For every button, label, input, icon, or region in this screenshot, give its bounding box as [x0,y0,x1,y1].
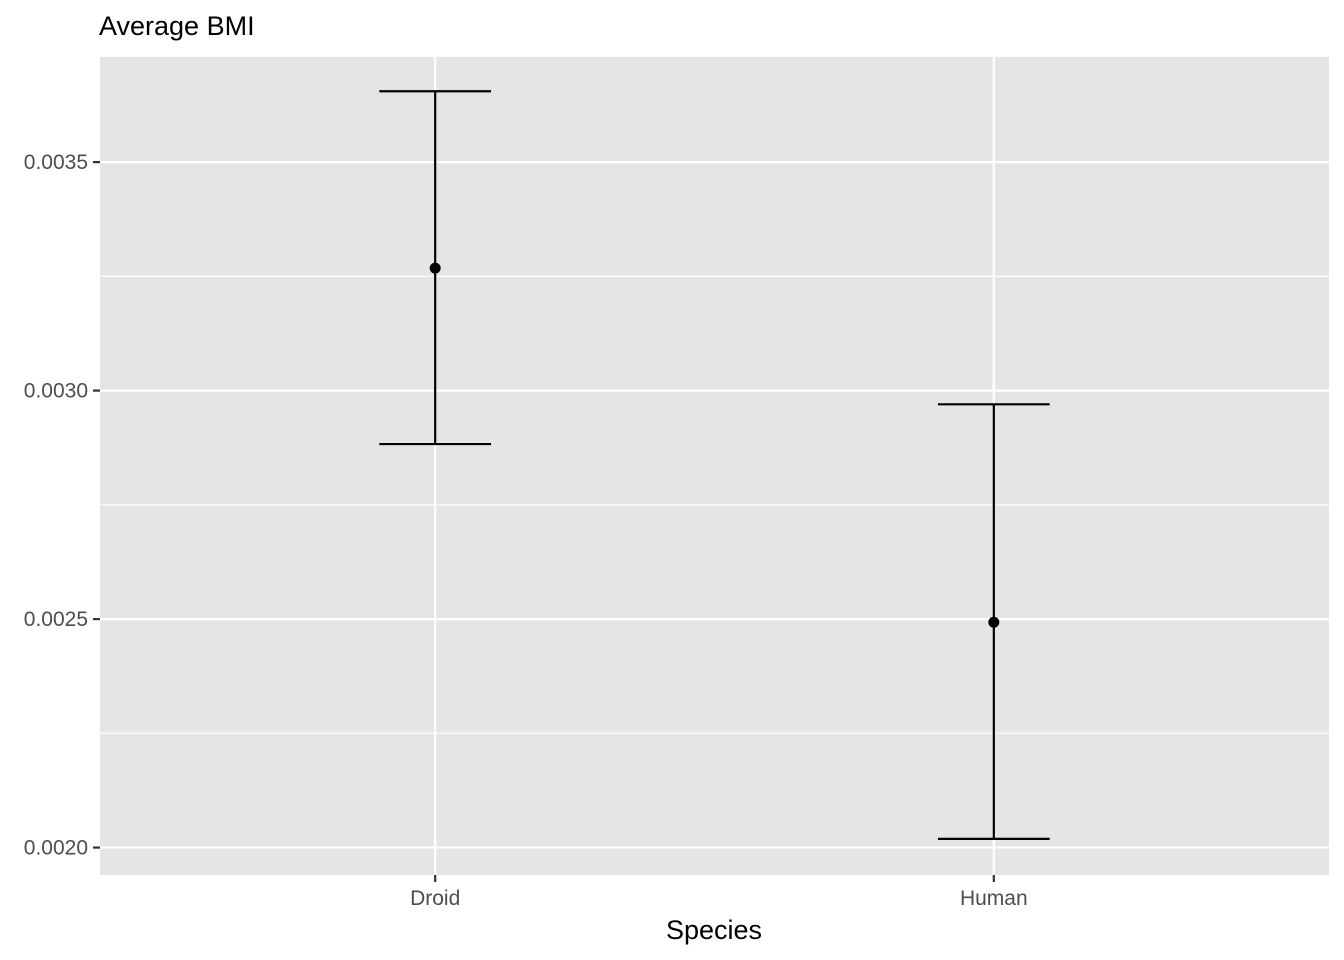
plot-panel [100,57,1329,875]
grid-minor-lines [100,275,1329,734]
y-tick-label: 0.0020 [24,837,88,860]
x-axis: Droid Human [410,875,1028,910]
y-tick-label: 0.0025 [24,608,88,631]
x-tick-label: Human [960,887,1028,910]
x-tick-label: Droid [410,887,460,910]
error-bar-human [937,403,1050,840]
mean-point [988,616,1000,628]
y-axis: 0.0020 0.0025 0.0030 0.0035 [24,151,100,860]
x-axis-title: Species [666,915,762,945]
y-tick-label: 0.0030 [24,380,88,403]
chart-title: Average BMI [99,11,255,41]
error-bar-droid [379,90,492,446]
error-bar-marks [379,90,1050,840]
mean-point [429,262,441,274]
y-tick-label: 0.0035 [24,151,88,174]
